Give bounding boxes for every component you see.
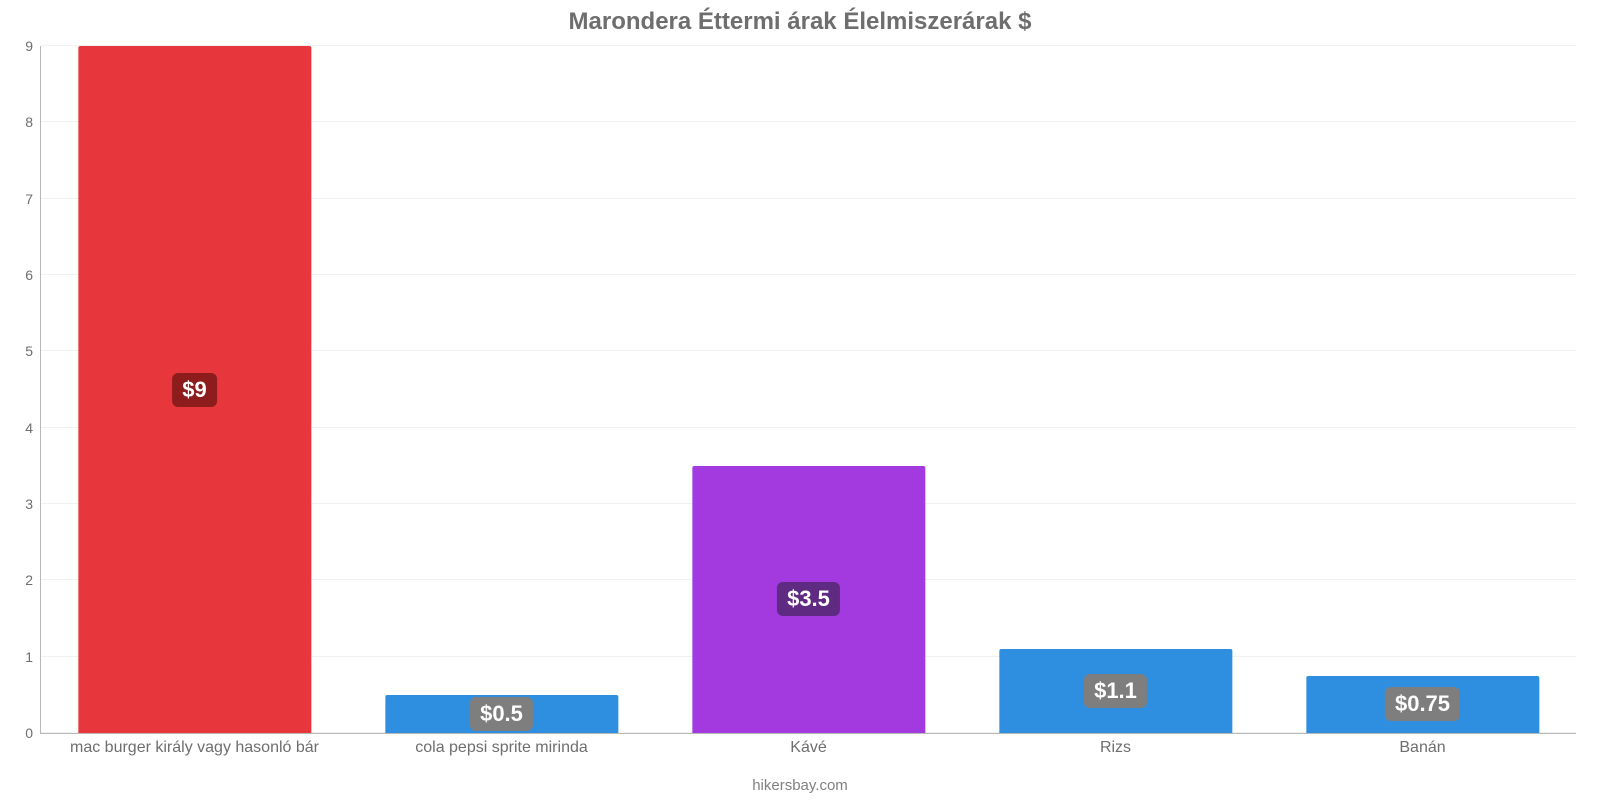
ytick-label: 9	[25, 38, 41, 54]
ytick-label: 2	[25, 572, 41, 588]
value-badge: $9	[172, 373, 216, 407]
xtick-label: mac burger király vagy hasonló bár	[70, 733, 319, 757]
xtick-label: Rizs	[1100, 733, 1131, 757]
bars-row: $9mac burger király vagy hasonló bár$0.5…	[41, 46, 1576, 733]
value-badge: $1.1	[1084, 674, 1147, 708]
bar-slot: $1.1Rizs	[962, 46, 1269, 733]
value-badge: $3.5	[777, 582, 840, 616]
xtick-label: Kávé	[790, 733, 826, 757]
ytick-label: 8	[25, 114, 41, 130]
ytick-label: 4	[25, 420, 41, 436]
bar: $1.1	[999, 649, 1232, 733]
bar-slot: $0.75Banán	[1269, 46, 1576, 733]
xtick-label: Banán	[1399, 733, 1445, 757]
bar: $0.75	[1306, 676, 1539, 733]
bar-slot: $9mac burger király vagy hasonló bár	[41, 46, 348, 733]
value-badge: $0.75	[1385, 687, 1460, 721]
bar: $3.5	[692, 466, 925, 733]
chart-footer: hikersbay.com	[0, 777, 1600, 794]
bar-slot: $0.5cola pepsi sprite mirinda	[348, 46, 655, 733]
ytick-label: 0	[25, 725, 41, 741]
ytick-label: 1	[25, 649, 41, 665]
xtick-label: cola pepsi sprite mirinda	[415, 733, 588, 757]
bar: $9	[78, 46, 311, 733]
bar: $0.5	[385, 695, 618, 733]
bar-chart: Marondera Éttermi árak Élelmiszerárak $ …	[0, 0, 1600, 800]
ytick-label: 6	[25, 267, 41, 283]
chart-title: Marondera Éttermi árak Élelmiszerárak $	[0, 8, 1600, 36]
ytick-label: 5	[25, 343, 41, 359]
ytick-label: 7	[25, 191, 41, 207]
ytick-label: 3	[25, 496, 41, 512]
plot-area: 0123456789$9mac burger király vagy hason…	[40, 46, 1576, 734]
bar-slot: $3.5Kávé	[655, 46, 962, 733]
value-badge: $0.5	[470, 697, 533, 731]
